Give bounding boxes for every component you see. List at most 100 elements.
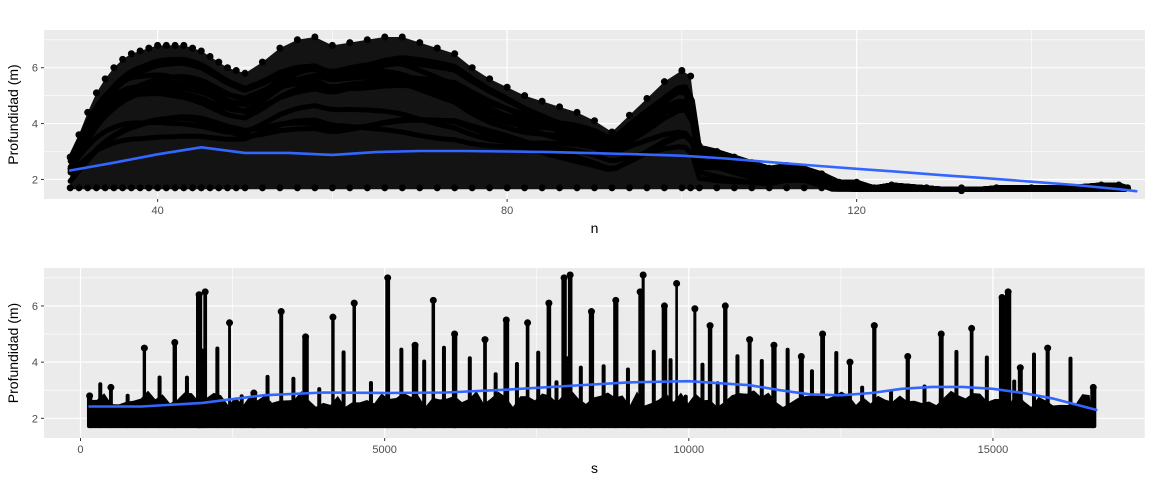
data-point (119, 55, 127, 63)
data-point (145, 184, 153, 192)
depth-spike (707, 325, 713, 429)
depth-spike (291, 376, 296, 429)
data-point (127, 50, 135, 58)
depth-spike (341, 350, 346, 429)
depth-spike (200, 348, 205, 429)
data-point (625, 111, 633, 119)
data-point (346, 39, 354, 47)
y-tick-label: 6 (32, 63, 38, 75)
data-point (140, 344, 148, 352)
depth-spike (184, 375, 189, 429)
depth-spike (715, 381, 720, 429)
data-point (162, 41, 170, 49)
depth-spike (1068, 356, 1073, 429)
depth-spike (239, 394, 244, 429)
x-tick-label: 5000 (372, 444, 396, 456)
data-point (241, 69, 249, 77)
depth-spike (399, 347, 404, 429)
depth-spike (525, 322, 530, 429)
data-point (573, 184, 581, 192)
depth-spike (142, 348, 147, 429)
data-point (521, 92, 529, 100)
depth-spike (578, 365, 583, 429)
data-point (835, 184, 843, 192)
data-point (180, 41, 188, 49)
marks (66, 33, 1138, 195)
data-point (765, 184, 773, 192)
data-point (277, 308, 285, 316)
data-point (92, 89, 100, 97)
data-point (258, 184, 266, 192)
data-point (870, 322, 878, 330)
depth-spike (86, 395, 93, 429)
depth-spike (954, 349, 959, 429)
data-point (1004, 288, 1012, 296)
depth-spike (639, 391, 644, 429)
data-point (84, 108, 92, 116)
data-point (258, 58, 266, 66)
x-tick-label: 40 (151, 205, 163, 217)
smooth-line (68, 146, 1138, 193)
data-point (503, 184, 511, 192)
data-point (545, 299, 553, 307)
data-point (293, 184, 301, 192)
depth-spike (1017, 367, 1023, 429)
depth-spike (809, 369, 814, 429)
data-point (853, 184, 861, 192)
data-point (937, 330, 945, 338)
depth-spike (317, 387, 322, 429)
data-point (573, 108, 581, 116)
depth-spike (125, 393, 130, 429)
data-point (608, 128, 616, 136)
data-point (226, 319, 234, 327)
track-line (67, 55, 1129, 192)
depth-spike (1045, 348, 1050, 429)
data-point (171, 338, 179, 346)
y-tick-label: 4 (32, 119, 38, 131)
depth-spike (668, 358, 673, 429)
depth-spike (1003, 382, 1008, 429)
data-point (678, 67, 686, 75)
data-point (302, 333, 310, 341)
data-point (904, 353, 912, 361)
data-point (923, 184, 931, 192)
data-point (538, 97, 546, 105)
data-point (363, 36, 371, 44)
data-point (398, 184, 406, 192)
data-point (888, 184, 896, 192)
data-point (451, 184, 459, 192)
data-point (673, 279, 681, 287)
depth-spike (451, 334, 458, 429)
depth-spike (279, 311, 284, 429)
data-point (643, 184, 651, 192)
data-point (687, 184, 695, 192)
depth-spike (503, 319, 510, 429)
data-point (189, 184, 197, 192)
depth-spike (98, 382, 103, 429)
data-point (411, 341, 419, 349)
data-point (706, 322, 714, 330)
data-point (870, 184, 878, 192)
depth-spike (588, 311, 595, 429)
depth-spike (385, 277, 391, 429)
data-point (695, 184, 703, 192)
x-tick-label: 120 (847, 205, 865, 217)
data-point (818, 170, 826, 178)
data-point (691, 305, 699, 313)
data-point (162, 184, 170, 192)
depth-spike (625, 367, 630, 429)
data-point (587, 308, 595, 316)
data-point (232, 184, 240, 192)
data-point (451, 330, 459, 338)
data-point (556, 184, 564, 192)
data-point (346, 184, 354, 192)
data-point (1062, 184, 1070, 192)
data-point (215, 184, 223, 192)
data-point (189, 44, 197, 52)
y-tick-label: 4 (32, 357, 38, 369)
data-point (127, 184, 135, 192)
data-point (591, 117, 598, 125)
data-point (998, 294, 1006, 302)
depth-spike (735, 354, 740, 429)
